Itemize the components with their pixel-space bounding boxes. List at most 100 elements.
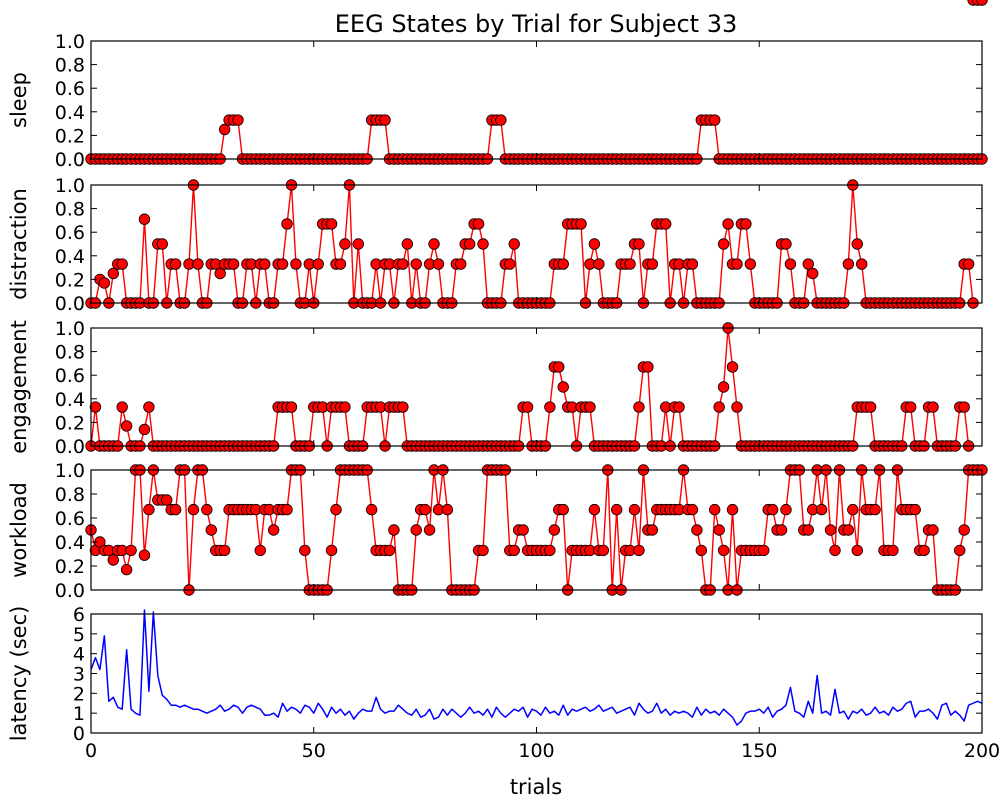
data-point (642, 361, 654, 373)
data-point (842, 258, 855, 270)
data-point (905, 401, 917, 413)
data-point (161, 494, 173, 506)
data-point (508, 238, 520, 250)
y-tick-label: 0.0 (55, 436, 85, 458)
data-point (976, 0, 988, 6)
data-point (276, 258, 289, 270)
data-point (98, 277, 111, 289)
data-point (325, 544, 338, 557)
y-tick-label: 0.6 (55, 365, 85, 387)
y-tick-label: 1.0 (55, 31, 85, 53)
y-tick-label: 0.4 (55, 389, 85, 411)
x-tick-label: 200 (964, 740, 1000, 762)
data-point (201, 503, 213, 516)
data-point (958, 524, 970, 536)
data-point (169, 258, 182, 270)
data-point (588, 503, 601, 516)
data-point (169, 503, 182, 516)
data-point (744, 258, 757, 270)
data-point (962, 258, 975, 270)
data-point (557, 258, 569, 270)
y-tick-label: 0.2 (55, 269, 85, 291)
data-point (544, 401, 556, 413)
data-point (397, 401, 409, 413)
x-axis-label: trials (510, 775, 562, 799)
data-point (397, 258, 409, 270)
data-point (646, 524, 659, 536)
data-point (887, 544, 899, 557)
panels-group: 0.00.20.40.60.81.0sleep0.00.20.40.60.81.… (7, 0, 1000, 762)
data-point (290, 258, 302, 270)
y-tick-label: 0.2 (55, 125, 85, 147)
data-point (214, 267, 226, 280)
data-point (352, 238, 365, 250)
y-tick-label: 0.6 (55, 222, 85, 244)
data-point (125, 544, 137, 557)
data-point (597, 544, 610, 557)
data-point (107, 554, 119, 566)
data-point (517, 524, 529, 536)
data-point (660, 218, 672, 230)
data-point (432, 258, 445, 270)
data-point (695, 544, 708, 557)
y-axis-label-4: workload (7, 482, 31, 578)
data-point (156, 238, 168, 250)
data-point (824, 524, 837, 536)
data-point (909, 503, 921, 516)
data-point (143, 503, 155, 516)
data-point (731, 401, 743, 413)
data-point (138, 423, 151, 436)
data-point (628, 503, 641, 516)
data-point (267, 524, 280, 536)
data-point (851, 238, 863, 250)
data-point (410, 524, 422, 536)
data-point (120, 420, 133, 432)
data-point (958, 401, 970, 413)
y-tick-label: 0.0 (55, 293, 85, 315)
y-axis-label-1: sleep (7, 72, 31, 128)
data-point (508, 544, 520, 557)
data-point (847, 503, 859, 516)
data-point (383, 544, 396, 557)
y-tick-label: 1 (73, 703, 85, 725)
y-tick-label: 0.2 (55, 412, 85, 434)
data-point (784, 258, 797, 270)
y-tick-label: 0.4 (55, 102, 85, 124)
y-tick-label: 0.8 (55, 342, 85, 364)
data-point (325, 218, 338, 230)
data-point (192, 258, 204, 270)
data-point (504, 258, 516, 270)
data-point (802, 258, 814, 270)
data-point (807, 267, 819, 280)
data-point (281, 503, 293, 516)
data-point (927, 524, 939, 536)
data-point (120, 563, 133, 576)
data-point (544, 544, 556, 557)
data-point (673, 401, 685, 413)
data-point (726, 503, 739, 516)
data-point (463, 238, 476, 250)
y-tick-label: 4 (73, 644, 85, 666)
data-point (285, 401, 298, 413)
data-point (740, 218, 752, 230)
data-point (766, 503, 779, 516)
data-point (869, 503, 881, 516)
data-point (780, 238, 792, 250)
data-point (584, 401, 596, 413)
y-tick-label: 0.8 (55, 55, 85, 77)
data-point (686, 258, 699, 270)
data-point (259, 258, 271, 270)
data-point (218, 123, 231, 136)
x-tick-label: 0 (85, 740, 97, 762)
data-point (646, 258, 659, 270)
data-point (713, 524, 725, 536)
data-point (143, 401, 155, 413)
data-point (927, 401, 939, 413)
data-point (281, 218, 293, 230)
chart-title: EEG States by Trial for Subject 33 (335, 10, 737, 38)
data-point (780, 503, 792, 516)
data-point (633, 238, 645, 250)
y-tick-label: 2 (73, 683, 85, 705)
